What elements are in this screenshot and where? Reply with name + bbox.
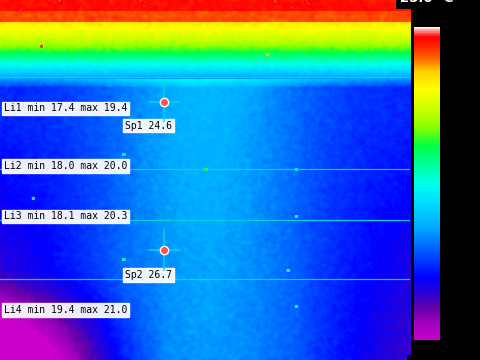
Text: Li1 min 17.4 max 19.4: Li1 min 17.4 max 19.4 (4, 103, 128, 113)
Text: 16.0: 16.0 (410, 359, 444, 360)
Text: Li4 min 19.4 max 21.0: Li4 min 19.4 max 21.0 (4, 305, 128, 315)
Text: Sp2 26.7: Sp2 26.7 (125, 270, 172, 280)
Text: Li2 min 18.0 max 20.0: Li2 min 18.0 max 20.0 (4, 161, 128, 171)
Text: 25.0 °C: 25.0 °C (400, 0, 454, 5)
Text: Sp1 24.6: Sp1 24.6 (125, 121, 172, 131)
Text: Li3 min 18.1 max 20.3: Li3 min 18.1 max 20.3 (4, 211, 128, 221)
